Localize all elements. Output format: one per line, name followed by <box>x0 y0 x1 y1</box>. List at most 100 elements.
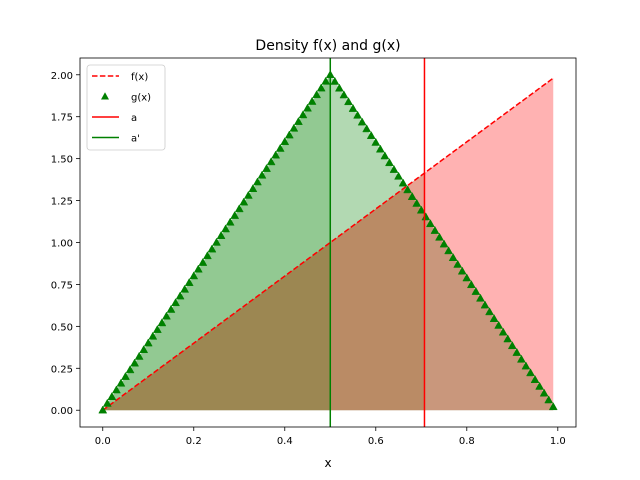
g-marker <box>494 320 504 329</box>
g-marker <box>476 293 485 302</box>
g-marker <box>512 347 522 356</box>
g-marker <box>121 371 130 380</box>
g-marker <box>116 378 126 387</box>
g-marker <box>212 237 221 246</box>
g-marker <box>289 123 299 132</box>
x-tick-label: 0.0 <box>95 436 111 447</box>
x-tick-label: 0.6 <box>368 436 384 447</box>
g-marker <box>339 90 349 99</box>
g-marker <box>353 110 362 119</box>
g-marker <box>385 158 394 167</box>
g-marker <box>521 361 531 370</box>
g-marker <box>407 192 417 200</box>
g-marker <box>107 392 117 400</box>
x-tick-label: 1.0 <box>550 436 566 447</box>
g-marker <box>111 385 121 394</box>
g-marker <box>143 338 153 347</box>
g-marker <box>307 96 317 105</box>
g-marker <box>403 185 413 194</box>
g-marker <box>430 225 440 234</box>
g-marker <box>275 143 285 152</box>
g-marker <box>380 151 390 160</box>
g-marker <box>139 345 149 354</box>
g-marker <box>316 83 326 92</box>
y-tick-label: 0.00 <box>51 406 73 417</box>
g-marker <box>253 177 262 186</box>
g-marker <box>444 246 454 255</box>
g-marker <box>125 365 135 374</box>
g-marker <box>366 131 376 139</box>
g-marker <box>148 331 158 340</box>
y-tick-label: 0.25 <box>51 364 73 375</box>
g-marker <box>389 164 399 173</box>
y-tick-label: 1.00 <box>51 239 73 250</box>
g-marker <box>102 398 112 407</box>
g-marker <box>357 117 367 126</box>
g-marker <box>371 137 381 146</box>
y-tick-label: 0.50 <box>51 322 73 333</box>
g-marker <box>189 271 199 280</box>
g-marker <box>180 284 190 293</box>
g-marker <box>271 150 281 159</box>
g-marker <box>303 103 312 112</box>
g-marker <box>471 286 481 295</box>
legend-label: f(x) <box>131 72 148 83</box>
g-marker <box>344 97 353 106</box>
legend-label: a <box>131 113 137 124</box>
g-marker <box>362 124 372 133</box>
g-marker <box>130 358 140 367</box>
g-marker <box>480 300 490 309</box>
x-tick-label: 0.8 <box>459 436 475 447</box>
g-marker <box>280 137 290 146</box>
g-marker <box>257 170 267 179</box>
y-tick-label: 0.75 <box>51 280 73 291</box>
g-marker <box>134 351 144 360</box>
g-marker <box>171 298 180 307</box>
g-marker <box>98 405 108 414</box>
g-marker <box>507 341 517 350</box>
g-marker <box>544 395 554 404</box>
legend-swatch-g <box>101 92 109 100</box>
g-marker <box>466 280 476 289</box>
g-marker <box>298 110 308 119</box>
x-tick-label: 0.4 <box>277 436 293 447</box>
g-marker <box>535 381 545 390</box>
g-marker <box>198 257 208 266</box>
g-marker <box>248 184 258 193</box>
g-marker <box>398 178 408 187</box>
g-marker <box>462 273 472 282</box>
legend: f(x) g(x) a a' <box>86 64 166 151</box>
g-marker <box>284 130 294 139</box>
g-marker <box>548 402 558 411</box>
g-marker <box>489 314 499 322</box>
g-fill-area <box>102 74 554 411</box>
x-tick-label: 0.2 <box>186 436 202 447</box>
g-marker <box>243 190 253 199</box>
g-marker <box>184 278 194 286</box>
axes: 0.0 0.2 0.4 0.6 0.8 1.0 0.00 0.25 0.50 0.75 1.00 1.… <box>51 57 577 447</box>
g-marker <box>448 253 458 261</box>
g-marker <box>503 334 513 343</box>
x-axis-label: x <box>324 456 331 470</box>
g-marker <box>202 251 212 260</box>
g-marker <box>207 244 217 253</box>
y-tick-label: 2.00 <box>51 71 73 82</box>
g-marker <box>334 83 344 92</box>
g-marker <box>530 375 540 383</box>
g-marker <box>221 224 231 233</box>
g-marker <box>266 157 276 166</box>
g-marker <box>416 205 426 214</box>
g-marker <box>412 198 422 207</box>
g-marker <box>216 231 226 239</box>
g-marker <box>321 76 331 85</box>
legend-label: a' <box>131 134 140 145</box>
g-marker <box>262 163 271 172</box>
g-marker <box>394 171 403 180</box>
f-line <box>102 77 554 411</box>
g-marker <box>457 266 467 275</box>
g-marker <box>239 197 249 206</box>
g-marker <box>175 291 185 300</box>
legend-label: g(x) <box>131 93 151 104</box>
g-marker <box>152 325 162 333</box>
